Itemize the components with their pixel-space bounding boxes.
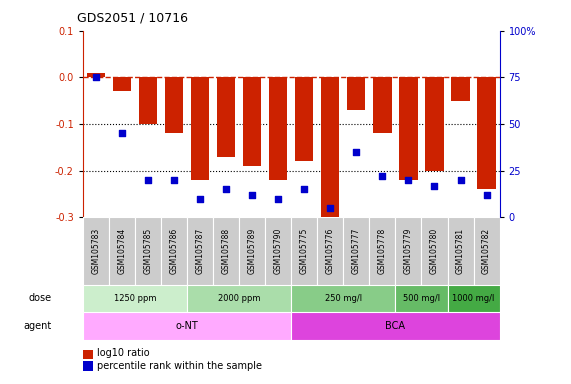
Point xyxy=(404,177,413,183)
Bar xyxy=(139,78,157,124)
Bar xyxy=(448,217,473,285)
Text: GSM105789: GSM105789 xyxy=(248,228,256,274)
Text: GSM105787: GSM105787 xyxy=(195,228,204,274)
Point xyxy=(274,195,283,202)
Bar xyxy=(291,285,395,312)
Text: GSM105780: GSM105780 xyxy=(430,228,439,274)
Text: 250 mg/l: 250 mg/l xyxy=(325,294,362,303)
Bar xyxy=(161,217,187,285)
Bar xyxy=(187,285,291,312)
Bar xyxy=(477,78,496,189)
Bar xyxy=(135,217,161,285)
Bar xyxy=(112,78,131,91)
Bar xyxy=(317,217,343,285)
Bar xyxy=(425,78,444,170)
Point xyxy=(352,149,361,155)
Text: percentile rank within the sample: percentile rank within the sample xyxy=(97,361,262,371)
Bar xyxy=(109,217,135,285)
Text: 1250 ppm: 1250 ppm xyxy=(114,294,156,303)
Text: agent: agent xyxy=(23,321,51,331)
Bar xyxy=(295,78,313,161)
Bar xyxy=(399,78,417,180)
Text: GDS2051 / 10716: GDS2051 / 10716 xyxy=(77,12,188,25)
Point xyxy=(91,74,100,81)
Bar xyxy=(187,217,213,285)
Point xyxy=(222,186,231,192)
Point xyxy=(482,192,491,198)
Text: GSM105776: GSM105776 xyxy=(326,228,335,274)
Point xyxy=(430,182,439,189)
Bar xyxy=(269,78,287,180)
Text: GSM105782: GSM105782 xyxy=(482,228,491,274)
Text: GSM105785: GSM105785 xyxy=(143,228,152,274)
Bar xyxy=(452,78,470,101)
Text: GSM105781: GSM105781 xyxy=(456,228,465,274)
Text: 2000 ppm: 2000 ppm xyxy=(218,294,260,303)
Bar xyxy=(165,78,183,133)
Bar xyxy=(373,78,392,133)
Bar xyxy=(343,217,369,285)
Bar xyxy=(347,78,365,110)
Bar xyxy=(321,78,339,217)
Text: BCA: BCA xyxy=(385,321,405,331)
Bar xyxy=(473,217,500,285)
Point xyxy=(143,177,152,183)
Point xyxy=(117,130,126,136)
Bar xyxy=(243,78,262,166)
Bar xyxy=(291,312,500,340)
Bar xyxy=(448,285,500,312)
Text: dose: dose xyxy=(29,293,51,303)
Bar xyxy=(83,285,187,312)
Bar xyxy=(217,78,235,157)
Bar xyxy=(395,285,448,312)
Point xyxy=(195,195,204,202)
Text: log10 ratio: log10 ratio xyxy=(97,348,150,358)
Text: o-NT: o-NT xyxy=(176,321,198,331)
Point xyxy=(456,177,465,183)
Text: GSM105790: GSM105790 xyxy=(274,228,283,274)
Point xyxy=(170,177,179,183)
Point xyxy=(378,173,387,179)
Text: GSM105777: GSM105777 xyxy=(352,228,361,274)
Bar xyxy=(369,217,395,285)
Bar xyxy=(239,217,265,285)
Bar xyxy=(213,217,239,285)
Text: GSM105779: GSM105779 xyxy=(404,228,413,274)
Text: GSM105788: GSM105788 xyxy=(222,228,231,274)
Bar xyxy=(83,217,109,285)
Text: 1000 mg/l: 1000 mg/l xyxy=(452,294,494,303)
Text: GSM105775: GSM105775 xyxy=(300,228,309,274)
Text: 500 mg/l: 500 mg/l xyxy=(403,294,440,303)
Bar xyxy=(291,217,317,285)
Point xyxy=(248,192,257,198)
Text: GSM105784: GSM105784 xyxy=(118,228,126,274)
Bar xyxy=(83,312,291,340)
Text: GSM105783: GSM105783 xyxy=(91,228,100,274)
Bar xyxy=(87,73,105,78)
Bar xyxy=(421,217,448,285)
Text: GSM105786: GSM105786 xyxy=(170,228,179,274)
Point xyxy=(325,205,335,211)
Bar xyxy=(395,217,421,285)
Point xyxy=(300,186,309,192)
Bar xyxy=(191,78,209,180)
Text: GSM105778: GSM105778 xyxy=(378,228,387,274)
Bar xyxy=(265,217,291,285)
